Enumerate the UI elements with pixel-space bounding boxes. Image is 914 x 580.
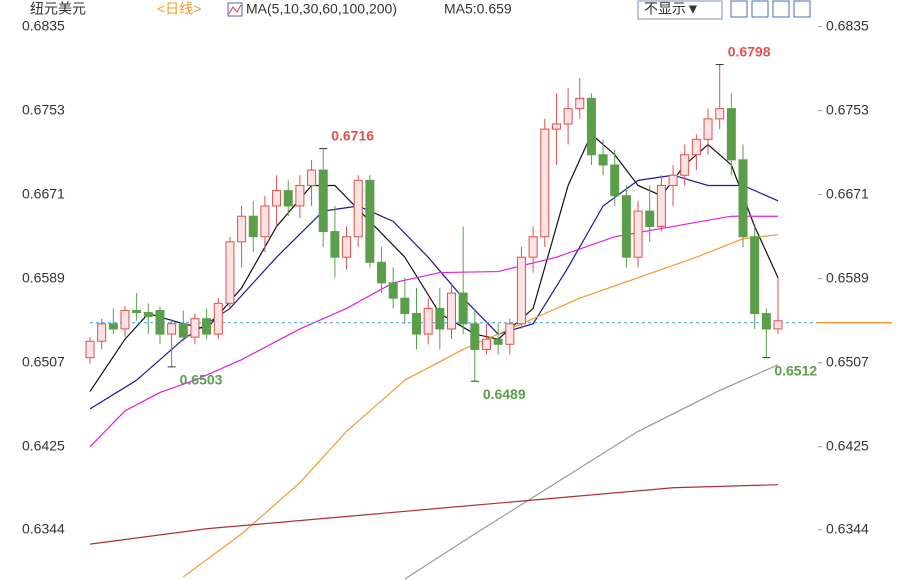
candle-body — [423, 307, 433, 335]
candle-body — [528, 236, 538, 258]
candle-body — [283, 190, 293, 207]
candle-body — [143, 312, 153, 318]
candle-body — [446, 292, 456, 330]
y2-tick-label: 0.6753 — [826, 101, 869, 117]
candle-body — [726, 108, 736, 161]
candle-body — [318, 169, 328, 233]
candle-body — [750, 236, 760, 315]
candle-body — [178, 323, 188, 338]
candle-body — [633, 210, 643, 258]
candle-body — [155, 309, 165, 335]
candle-body — [202, 318, 212, 335]
candle-body — [715, 108, 725, 120]
y-tick-label: 0.6753 — [22, 101, 65, 117]
candle-body — [225, 241, 235, 304]
candle-body — [586, 97, 596, 156]
candle-body — [353, 179, 363, 238]
y2-tick-label: 0.6589 — [826, 269, 869, 285]
left-button[interactable] — [751, 0, 769, 18]
y2-tick-label: 0.6507 — [826, 353, 869, 369]
toggle-label[interactable]: 不显示▼ — [644, 1, 700, 17]
candle-body — [365, 179, 375, 263]
candle-body — [295, 184, 305, 207]
candle-body — [493, 338, 503, 345]
y-tick-label: 0.6507 — [22, 353, 65, 369]
candle-body — [680, 154, 690, 176]
candle-body — [773, 320, 783, 330]
candle-body — [248, 215, 258, 238]
ma-line — [182, 234, 779, 578]
candle-body — [272, 190, 282, 207]
end-button[interactable] — [793, 0, 811, 18]
candle-body — [330, 231, 340, 258]
candle-body — [481, 338, 491, 350]
ma-legend: MA(5,10,30,60,100,200) — [246, 1, 397, 17]
extreme-label: 0.6512 — [774, 362, 817, 378]
y-tick-label: 0.6425 — [22, 437, 65, 453]
y2-tick-label: 0.6671 — [826, 185, 869, 201]
zoom-button[interactable] — [730, 0, 748, 18]
candle-body — [190, 318, 200, 338]
candle-body — [621, 195, 631, 258]
y-tick-label: 0.6589 — [22, 269, 65, 285]
candle-body — [260, 205, 270, 238]
candle-body — [691, 138, 701, 156]
y2-tick-label: 0.6835 — [826, 17, 869, 33]
ma-readout: MA5:0.659 — [444, 1, 512, 17]
ma-line — [404, 364, 779, 580]
y2-tick-label: 0.6425 — [826, 437, 869, 453]
toggle-button[interactable] — [637, 0, 723, 20]
candle-body — [470, 323, 480, 350]
candle-body — [668, 174, 678, 186]
candle-body — [505, 323, 515, 345]
candle-body — [645, 210, 655, 227]
candle-body — [656, 184, 666, 227]
extreme-label: 0.6503 — [180, 372, 223, 388]
candle-body — [703, 118, 713, 140]
candle-body — [551, 123, 561, 130]
candle-body — [598, 154, 608, 166]
period: <日线> — [157, 1, 201, 17]
candle-body — [412, 313, 422, 335]
candle-body — [400, 297, 410, 315]
candle-body — [85, 340, 95, 359]
ma-icon-line — [228, 4, 242, 15]
candle-body — [237, 215, 247, 243]
ma-icon — [227, 2, 243, 17]
candle-body — [120, 309, 130, 330]
candle-body — [738, 159, 748, 238]
candle-body — [307, 169, 317, 186]
extreme-label: 0.6716 — [331, 127, 374, 143]
candle-body — [342, 236, 352, 258]
chart-title: 纽元美元 — [30, 1, 86, 17]
candle-body — [435, 307, 445, 330]
candle-body — [377, 261, 387, 284]
candle-body — [388, 282, 398, 299]
ma-line — [89, 484, 779, 545]
candle-body — [213, 302, 223, 335]
extreme-label: 0.6798 — [728, 43, 771, 59]
candle-body — [761, 313, 771, 330]
extreme-label: 0.6489 — [483, 386, 526, 402]
right-button[interactable] — [772, 0, 790, 18]
candle-body — [458, 292, 468, 325]
candle-body — [516, 256, 526, 325]
y-tick-label: 0.6835 — [22, 17, 65, 33]
candle-body — [540, 128, 550, 238]
candle-body — [97, 323, 107, 342]
candle-body — [610, 164, 620, 197]
y-tick-label: 0.6671 — [22, 185, 65, 201]
candle-body — [167, 323, 177, 335]
candle-body — [575, 97, 585, 110]
y-tick-label: 0.6344 — [22, 520, 65, 536]
tool-buttons — [730, 0, 811, 18]
candle-body — [132, 309, 142, 314]
ma-line — [89, 133, 779, 392]
y2-tick-label: 0.6344 — [826, 520, 869, 536]
candle-body — [563, 108, 573, 125]
candle-body — [108, 323, 118, 330]
